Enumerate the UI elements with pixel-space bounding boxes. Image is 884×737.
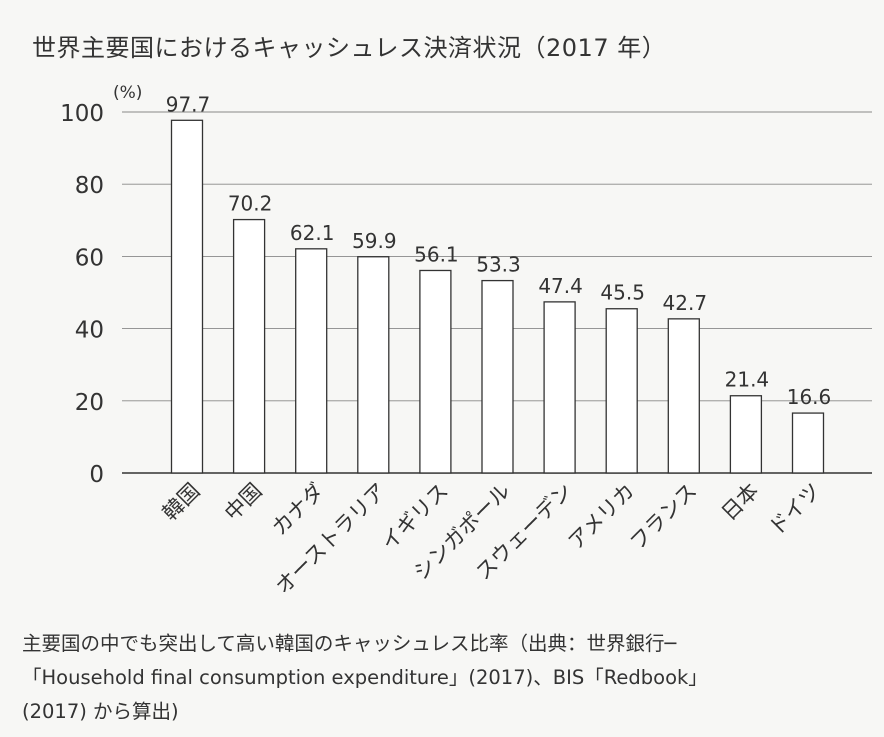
bar-2 xyxy=(295,248,328,474)
y-axis: 0 20 40 60 80 100 (%) xyxy=(60,83,142,488)
y-tick-label-100: 100 xyxy=(60,101,104,127)
category-label-3: オーストラリア xyxy=(271,479,391,599)
value-label-8: 42.7 xyxy=(663,291,708,315)
bars xyxy=(170,119,825,474)
category-label-2: カナダ xyxy=(267,479,329,541)
figure-caption: 主要国の中でも突出して高い韓国のキャッシュレス比率（出典：世界銀行─ 「Hous… xyxy=(22,627,872,729)
bar-7 xyxy=(605,308,638,474)
value-label-1: 70.2 xyxy=(228,192,273,216)
category-label-7: アメリカ xyxy=(564,479,640,555)
bar-8 xyxy=(667,318,700,474)
caption-line-2: 「Household final consumption expenditure… xyxy=(22,666,708,689)
y-tick-label-20: 20 xyxy=(75,390,104,416)
category-label-1: 中国 xyxy=(220,479,267,526)
bar-5 xyxy=(481,279,514,474)
category-label-8: フランス xyxy=(625,479,701,555)
category-label-10: ドイツ xyxy=(764,479,826,541)
y-tick-label-0: 0 xyxy=(89,462,104,488)
bar-0 xyxy=(170,119,204,474)
bar-1 xyxy=(232,218,266,474)
bar-3 xyxy=(357,256,390,474)
bar-4 xyxy=(419,269,452,474)
category-label-9: 日本 xyxy=(717,479,764,526)
value-label-10: 16.6 xyxy=(787,385,832,409)
y-axis-unit: (%) xyxy=(113,83,142,103)
value-label-0: 97.7 xyxy=(166,92,211,116)
value-label-5: 53.3 xyxy=(476,253,521,277)
value-labels: 97.7 70.2 62.1 59.9 56.1 53.3 47.4 45.5 42.7 21.4… xyxy=(166,92,832,409)
chart-title: 世界主要国におけるキャッシュレス決済状況（2017 年） xyxy=(32,34,667,62)
bar-6 xyxy=(543,301,576,474)
value-label-4: 56.1 xyxy=(414,242,459,266)
value-label-3: 59.9 xyxy=(352,229,397,253)
value-label-9: 21.4 xyxy=(725,368,770,392)
bar-chart: 0 20 40 60 80 100 (%) 97.7 70.2 62.1 59.9 56.1 53.3… xyxy=(60,83,872,599)
value-label-6: 47.4 xyxy=(538,274,583,298)
caption-line-3: (2017) から算出) xyxy=(22,700,179,723)
y-tick-label-80: 80 xyxy=(75,173,104,199)
value-label-7: 45.5 xyxy=(600,281,645,305)
y-tick-label-40: 40 xyxy=(75,318,104,344)
caption-line-1: 主要国の中でも突出して高い韓国のキャッシュレス比率（出典：世界銀行─ xyxy=(22,632,677,655)
bar-10 xyxy=(791,412,825,474)
category-label-0: 韓国 xyxy=(158,479,205,526)
y-tick-label-60: 60 xyxy=(75,245,104,271)
bar-9 xyxy=(729,395,763,474)
value-label-2: 62.1 xyxy=(290,221,335,245)
